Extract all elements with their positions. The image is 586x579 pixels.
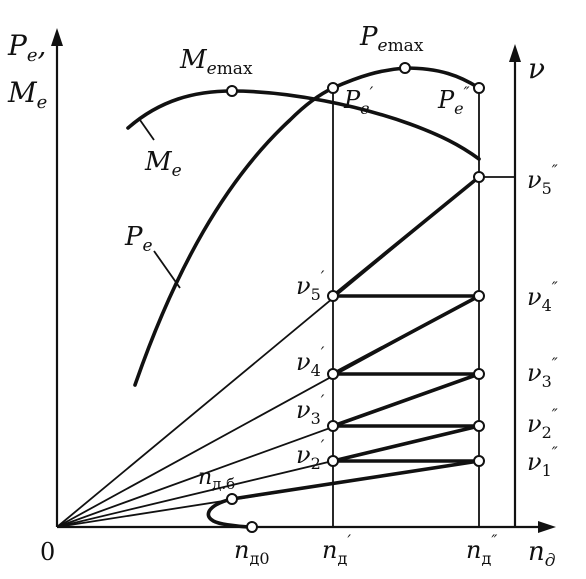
saw-2-3 (331, 372, 481, 428)
origin-label: 0 (40, 538, 55, 566)
nu3-prime-label: ν3′ (296, 391, 325, 428)
pe-dprime-point (473, 82, 485, 94)
nu3-dprime-label: ν3″ (527, 354, 558, 391)
y-axis-left-label: Pe, (7, 29, 46, 66)
n-d-b-point (226, 493, 238, 505)
n-d0-label: nд0 (234, 536, 270, 568)
nu1-dprime-label: ν1″ (527, 443, 558, 480)
y-axis-right-label: ν (528, 52, 545, 85)
n-d0-point (246, 521, 258, 533)
nu2-dprime-point (473, 420, 485, 432)
nu2-prime-point (327, 455, 339, 467)
y-axis-right-arrow (509, 44, 521, 62)
me-max-point (226, 85, 238, 97)
nu2-dprime-label: ν2″ (527, 405, 558, 442)
pe-prime-point (327, 82, 339, 94)
pe-prime-label: Pe′ (343, 83, 374, 118)
me-curve (126, 89, 481, 161)
nu4-dprime-label: ν4″ (527, 278, 558, 315)
me-leader (139, 119, 155, 141)
nu5-prime-label: ν5′ (296, 267, 325, 304)
nu2-prime-label: ν2′ (296, 436, 325, 473)
nu5-prime-point (327, 290, 339, 302)
nu3-dprime-point (473, 368, 485, 380)
saw-4-5 (331, 175, 481, 298)
pe-curve (133, 66, 481, 387)
saw-start (230, 459, 481, 501)
x-axis-label: nд (528, 537, 556, 571)
pe-max-label: Pemax (359, 22, 424, 56)
pe-dprime-label: Pe″ (437, 83, 470, 118)
saw-1-2 (331, 424, 481, 463)
pe-curve-label: Pe (124, 222, 153, 256)
nu5-dprime-label: ν5″ (527, 161, 558, 198)
n-d-b-label: nд.б (198, 465, 235, 493)
n-d-prime-label: nд′ (322, 531, 351, 568)
me-max-label: Memax (179, 45, 253, 79)
n-d-dprime-label: nд″ (466, 531, 497, 568)
me-curve-label: Me (144, 147, 182, 181)
nu3-prime-point (327, 420, 339, 432)
y-axis-left-arrow (51, 28, 63, 46)
x-axis-arrow (538, 521, 556, 533)
nu1-dprime-point (473, 455, 485, 467)
nu4-prime-label: ν4′ (296, 343, 325, 380)
nu4-dprime-point (473, 290, 485, 302)
y-axis-left-label-2: Me (7, 76, 47, 113)
pe-max-point (399, 62, 411, 74)
nu5-dprime-point (473, 171, 485, 183)
nu4-prime-point (327, 368, 339, 380)
saw-3-4 (331, 294, 481, 376)
pe-leader (153, 250, 181, 289)
start-hook-curve (206, 497, 254, 529)
